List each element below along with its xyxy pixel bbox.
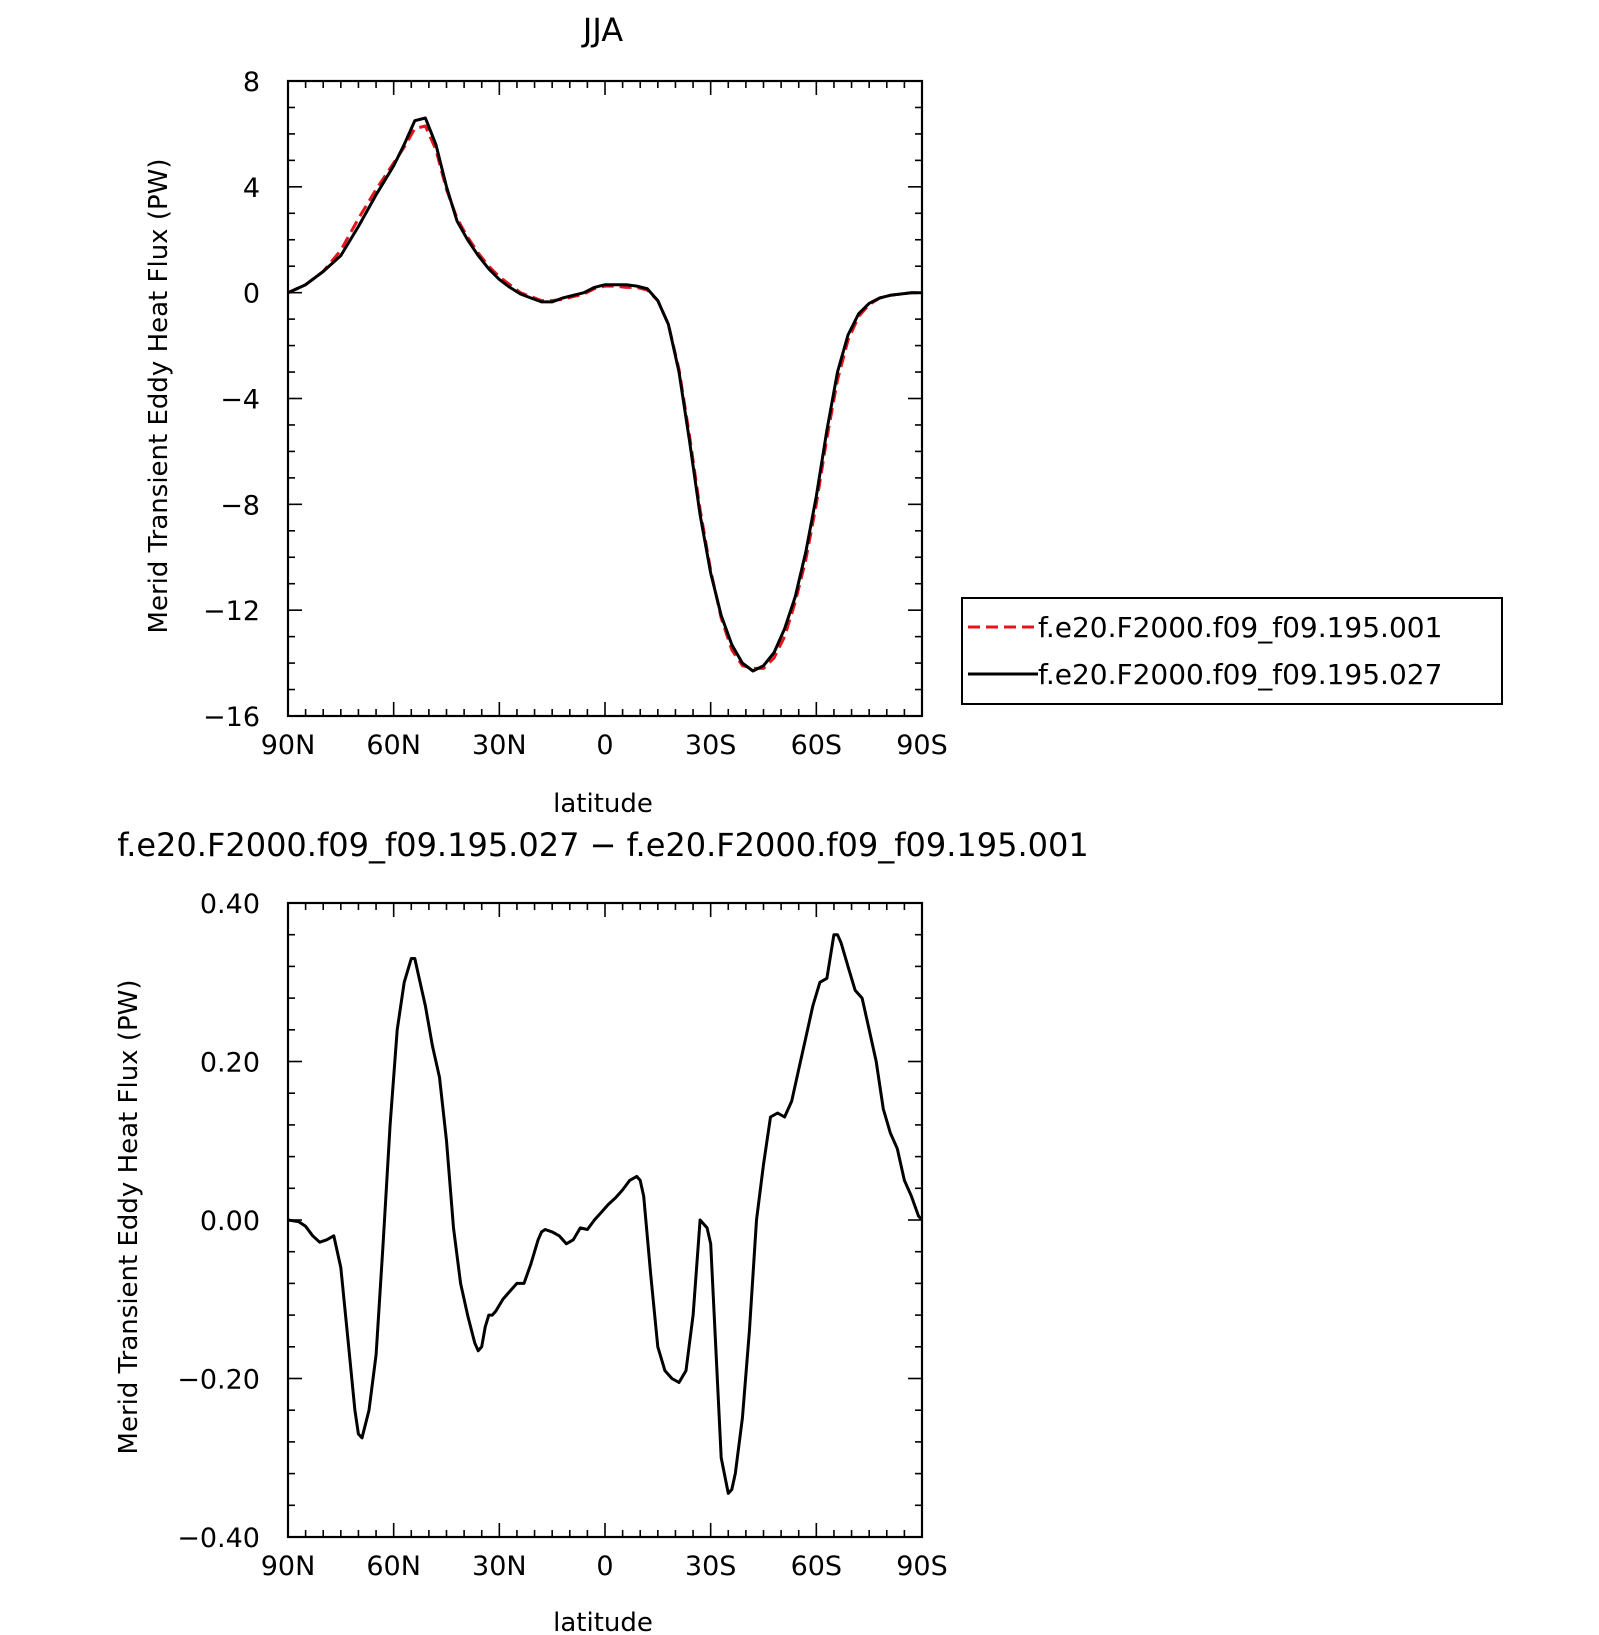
y-tick-label: 0.20 xyxy=(200,1048,260,1079)
panel-bottom-difference-chart: f.e20.F2000.f09_f09.195.027 − f.e20.F200… xyxy=(114,826,1089,1635)
chart-title-difference: f.e20.F2000.f09_f09.195.027 − f.e20.F200… xyxy=(117,826,1089,864)
panel-top-jja-chart: JJA 90N 60N 30N 0 30S 60S 90S 8 4 0 −4 −8 −12 −16 lat… xyxy=(144,11,948,819)
y-tick-label: −12 xyxy=(203,596,260,627)
x-axis-title-top: latitude xyxy=(553,789,653,819)
y-tick-label: 0 xyxy=(243,279,260,310)
y-tick-label: 4 xyxy=(243,173,260,204)
x-tick-label: 90S xyxy=(896,730,948,761)
x-tick-label: 60S xyxy=(791,730,843,761)
y-tick-label: −0.20 xyxy=(177,1365,260,1396)
legend-label-series-001: f.e20.F2000.f09_f09.195.001 xyxy=(1038,611,1442,644)
y-tick-label: 0.00 xyxy=(200,1206,260,1237)
x-tick-label: 60S xyxy=(791,1551,843,1582)
x-tick-label: 30N xyxy=(472,1551,527,1582)
x-axis-title-bottom: latitude xyxy=(553,1608,653,1635)
y-axis-title-top: Merid Transient Eddy Heat Flux (PW) xyxy=(144,159,174,634)
series-line-0-1 xyxy=(287,116,922,673)
x-tick-label: 0 xyxy=(596,1551,613,1582)
plot-frame xyxy=(286,79,924,718)
y-tick-label: 0.40 xyxy=(200,889,260,920)
y-tick-label: 8 xyxy=(243,67,260,98)
x-tick-label: 30N xyxy=(472,730,527,761)
y-axis-title-bottom: Merid Transient Eddy Heat Flux (PW) xyxy=(114,980,144,1455)
x-tick-label: 90S xyxy=(896,1551,948,1582)
x-tick-label: 30S xyxy=(685,1551,737,1582)
x-tick-label: 60N xyxy=(366,1551,421,1582)
x-tick-label: 30S xyxy=(685,730,737,761)
legend-label-series-027: f.e20.F2000.f09_f09.195.027 xyxy=(1038,658,1442,691)
y-tick-label: −16 xyxy=(203,702,260,733)
x-tick-label: 0 xyxy=(596,730,613,761)
x-tick-label: 90N xyxy=(261,730,316,761)
x-tick-label: 60N xyxy=(366,730,421,761)
legend: f.e20.F2000.f09_f09.195.001 f.e20.F2000.… xyxy=(961,597,1503,705)
y-tick-label: −8 xyxy=(220,490,260,521)
series-line-0-0 xyxy=(287,124,922,670)
plot-frame xyxy=(286,901,924,1539)
x-tick-label: 90N xyxy=(261,1551,316,1582)
chart-title-jja: JJA xyxy=(581,11,623,49)
legend-box xyxy=(961,597,1503,705)
y-tick-label: −0.40 xyxy=(177,1523,260,1554)
plot-area-bottom: 90N 60N 30N 0 30S 60S 90S 0.40 0.20 0.00 −0.20 −0.4… xyxy=(177,889,948,1582)
plot-area-top: 90N 60N 30N 0 30S 60S 90S 8 4 0 −4 −8 −12 −16 xyxy=(203,67,948,761)
series-line-1-0 xyxy=(287,933,924,1495)
y-tick-label: −4 xyxy=(220,385,260,416)
